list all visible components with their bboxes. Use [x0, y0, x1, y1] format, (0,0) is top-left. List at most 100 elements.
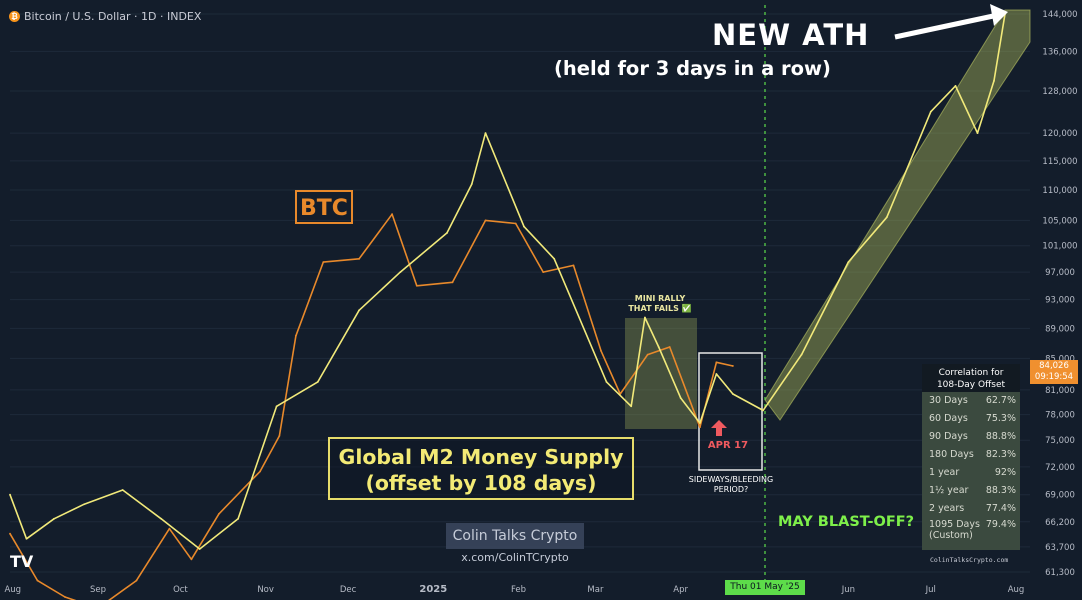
- m2-line-point: [198, 548, 201, 550]
- y-tick-label: 75,000: [1045, 436, 1075, 446]
- correlation-period: 2 years: [929, 503, 965, 514]
- x-tick-label: Oct: [173, 585, 188, 595]
- btc-series-label: BTC: [295, 190, 353, 224]
- blast-off-label: MAY BLAST-OFF?: [778, 514, 915, 530]
- x-tick-label: Jul: [925, 585, 936, 595]
- btc-line-point: [9, 532, 11, 535]
- symbol-title: Bitcoin / U.S. Dollar · 1D · INDEX: [24, 9, 202, 23]
- correlation-value: 62.7%: [985, 395, 1016, 406]
- btc-line-point: [259, 470, 262, 473]
- correlation-table: Correlation for 108-Day Offset 30 Days 62…: [922, 364, 1020, 550]
- x-tick-label: Sep: [90, 585, 106, 595]
- correlation-value: 77.4%: [985, 503, 1016, 514]
- tradingview-logo[interactable]: TV: [10, 552, 34, 571]
- x-tick-label: Nov: [257, 585, 274, 595]
- correlation-value: 75.3%: [985, 413, 1016, 424]
- m2-line-point: [644, 316, 646, 319]
- bitcoin-icon: ₿: [9, 10, 20, 22]
- m2-line-point: [715, 373, 718, 375]
- m2-label-line1: Global M2 Money Supply: [338, 445, 624, 469]
- correlation-period: 90 Days: [929, 431, 968, 442]
- m2-line-point: [25, 537, 28, 540]
- y-tick-label: 105,000: [1042, 216, 1077, 226]
- m2-line-point: [275, 405, 278, 408]
- btc-line-point: [190, 558, 193, 561]
- correlation-period: 60 Days: [929, 413, 968, 424]
- m2-line-point: [121, 489, 124, 491]
- m2-line-point: [316, 381, 319, 383]
- bull-channel: [764, 9, 1031, 421]
- symbol-header[interactable]: ₿ Bitcoin / U.S. Dollar · 1D · INDEX: [9, 8, 201, 24]
- y-tick-label: 85,000: [1045, 354, 1075, 364]
- credit-text: ColinTalksCrypto.com: [930, 556, 1009, 564]
- correlation-row: 1½ year 88.3%: [922, 482, 1020, 500]
- y-axis: 144,000 136,000 128,000 120,000 115,000 110,0…: [1042, 10, 1077, 578]
- btc-line-point: [294, 334, 297, 337]
- m2-line-point: [679, 397, 682, 399]
- y-tick-label: 89,000: [1045, 324, 1075, 334]
- btc-line-point: [278, 434, 281, 437]
- m2-line-point: [630, 405, 633, 408]
- y-tick-label: 101,000: [1042, 242, 1077, 252]
- mini-rally-label: MINI RALLY THAT FAILS ✅: [620, 294, 700, 314]
- y-tick-label: 66,200: [1045, 518, 1075, 528]
- ath-arrow-shaft: [894, 12, 999, 40]
- current-time: 09:19:54: [1034, 372, 1074, 382]
- btc-line-point: [322, 261, 325, 264]
- m2-line-point: [484, 132, 487, 135]
- watermark-name: Colin Talks Crypto: [446, 523, 584, 549]
- m2-line-point: [993, 79, 995, 82]
- watermark-handle: x.com/ColinTCrypto: [461, 551, 569, 564]
- btc-line-point: [391, 213, 393, 216]
- btc-line-point: [731, 365, 734, 367]
- btc-line-point: [358, 257, 360, 260]
- cursor-date-tag: Thu 01 May '25: [725, 580, 805, 595]
- x-axis: Aug Sep Oct Nov Dec 2025 Feb Mar Apr Jun Jul Aug: [4, 584, 1024, 595]
- correlation-table-header: Correlation for 108-Day Offset: [922, 364, 1020, 392]
- current-price-tag[interactable]: 84,026 09:19:54: [1030, 360, 1078, 384]
- m2-line-point: [358, 309, 360, 312]
- m2-line: [9, 13, 1006, 550]
- m2-line-point: [976, 132, 979, 135]
- m2-line-point: [885, 216, 888, 219]
- btc-line-point: [668, 346, 671, 348]
- btc-line-point: [451, 281, 454, 284]
- correlation-row: 2 years 77.4%: [922, 500, 1020, 518]
- x-tick-label: Mar: [587, 585, 604, 595]
- sideways-label: SIDEWAYS/BLEEDING PERIOD?: [676, 475, 786, 495]
- btc-line-point: [168, 527, 171, 530]
- btc-line-point: [514, 222, 517, 225]
- correlation-row: 30 Days 62.7%: [922, 392, 1020, 410]
- ath-title: NEW ATH: [712, 18, 870, 52]
- y-tick-label: 120,000: [1042, 129, 1077, 139]
- sideways-box: [698, 352, 763, 471]
- m2-line-point: [847, 261, 850, 264]
- m2-line-point: [800, 353, 803, 356]
- correlation-period: 1 year: [929, 467, 960, 478]
- m2-line-point: [470, 183, 473, 185]
- sideways-line2: PERIOD?: [713, 485, 749, 494]
- apr17-label: APR 17: [707, 440, 749, 451]
- btc-line-point: [64, 596, 66, 598]
- m2-line-point: [657, 346, 660, 348]
- m2-line-point: [9, 493, 11, 496]
- y-tick-label: 97,000: [1045, 268, 1075, 278]
- correlation-value: 88.8%: [985, 431, 1016, 442]
- m2-line-point: [523, 225, 525, 228]
- y-tick-label: 110,000: [1042, 186, 1077, 196]
- current-price: 84,026: [1039, 361, 1069, 371]
- x-tick-label: Aug: [4, 585, 21, 595]
- correlation-period: 180 Days: [929, 449, 974, 460]
- m2-line-point: [929, 110, 932, 113]
- m2-line-point: [160, 517, 163, 520]
- x-tick-label: 2025: [419, 584, 447, 595]
- btc-line-point: [36, 579, 39, 582]
- correlation-title-line1: Correlation for: [938, 368, 1004, 378]
- correlation-row: 1 year 92%: [922, 464, 1020, 482]
- m2-line-point: [731, 393, 734, 395]
- m2-line-point: [53, 517, 55, 520]
- y-tick-label: 81,000: [1045, 386, 1075, 396]
- m2-line-point: [83, 503, 86, 506]
